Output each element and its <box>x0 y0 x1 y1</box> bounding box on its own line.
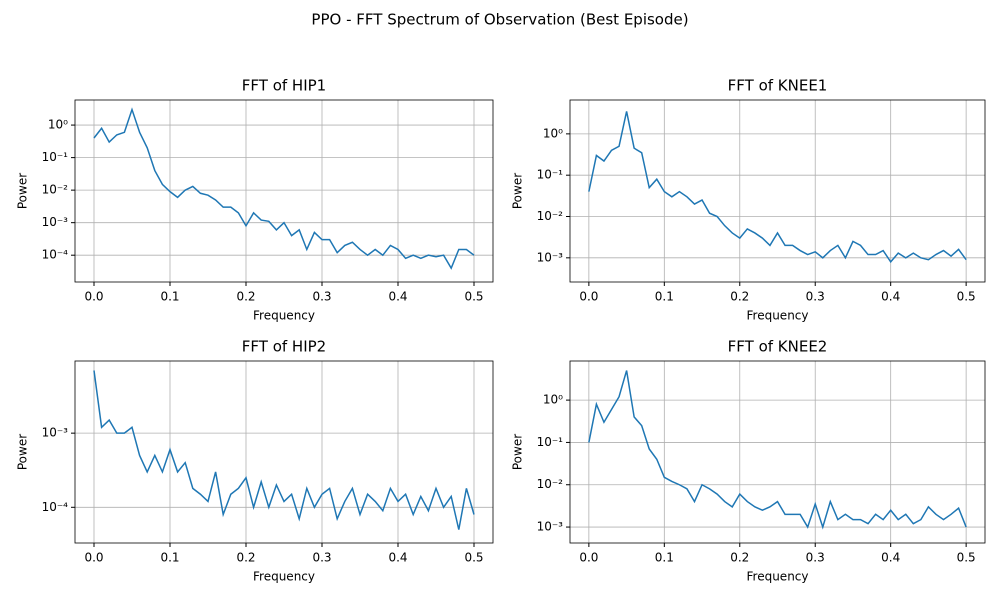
axes-frame <box>569 99 986 283</box>
y-tick-label: 10⁻¹ <box>537 168 564 182</box>
axes-frame <box>74 360 494 544</box>
x-tick-label: 0.3 <box>312 290 331 304</box>
y-tick-label: 10⁻² <box>537 477 564 491</box>
x-axis-label: Frequency <box>253 309 315 323</box>
y-tick-label: 10⁻² <box>537 209 564 223</box>
y-tick-label: 10⁻³ <box>537 250 564 264</box>
y-tick-label: 10⁻³ <box>42 426 69 440</box>
x-tick-label: 0.4 <box>388 290 407 304</box>
x-tick-label: 0.1 <box>160 290 179 304</box>
line <box>93 370 475 530</box>
y-tick-label: 10⁻¹ <box>42 150 69 164</box>
chart-title: FFT of HIP1 <box>242 77 326 95</box>
figure-title: PPO - FFT Spectrum of Observation (Best … <box>311 11 688 29</box>
line <box>588 111 967 264</box>
line <box>93 107 475 270</box>
x-tick-label: 0.2 <box>236 290 255 304</box>
y-tick-label: 10⁰ <box>543 126 563 140</box>
x-tick-label: 0.2 <box>730 551 749 565</box>
x-tick-label: 0.4 <box>388 551 407 565</box>
x-tick-label: 0.1 <box>160 551 179 565</box>
x-axis-label: Frequency <box>747 570 809 584</box>
x-axis-label: Frequency <box>747 309 809 323</box>
y-axis-label: Power <box>16 434 30 470</box>
x-tick-label: 0.4 <box>881 551 900 565</box>
y-tick-label: 10⁻³ <box>42 215 69 229</box>
chart-title: FFT of KNEE1 <box>728 77 828 95</box>
y-tick-label: 10⁻³ <box>537 520 564 534</box>
x-tick-label: 0.3 <box>312 551 331 565</box>
x-tick-label: 0.1 <box>655 290 674 304</box>
line <box>588 370 967 530</box>
y-tick-label: 10⁰ <box>48 118 68 132</box>
x-tick-label: 0.1 <box>655 551 674 565</box>
y-axis-label: Power <box>511 434 525 470</box>
y-tick-label: 10⁰ <box>543 393 563 407</box>
y-tick-label: 10⁻⁴ <box>42 500 69 514</box>
chart-title: FFT of KNEE2 <box>728 338 828 356</box>
x-tick-label: 0.3 <box>806 290 825 304</box>
x-axis-label: Frequency <box>253 570 315 584</box>
y-tick-label: 10⁻² <box>42 183 69 197</box>
axes-frame <box>569 360 986 544</box>
y-axis-label: Power <box>16 173 30 209</box>
x-tick-label: 0.3 <box>806 551 825 565</box>
y-tick-label: 10⁻⁴ <box>42 248 69 262</box>
x-tick-label: 0.0 <box>579 551 598 565</box>
x-tick-label: 0.4 <box>881 290 900 304</box>
x-tick-label: 0.5 <box>464 290 483 304</box>
x-tick-label: 0.5 <box>957 551 976 565</box>
chart-title: FFT of HIP2 <box>242 338 326 356</box>
x-tick-label: 0.0 <box>579 290 598 304</box>
axes-frame <box>74 99 494 283</box>
y-tick-label: 10⁻¹ <box>537 435 564 449</box>
x-tick-label: 0.5 <box>957 290 976 304</box>
x-tick-label: 0.0 <box>84 290 103 304</box>
x-tick-label: 0.2 <box>236 551 255 565</box>
x-tick-label: 0.0 <box>84 551 103 565</box>
y-axis-label: Power <box>511 173 525 209</box>
x-tick-label: 0.5 <box>464 551 483 565</box>
x-tick-label: 0.2 <box>730 290 749 304</box>
